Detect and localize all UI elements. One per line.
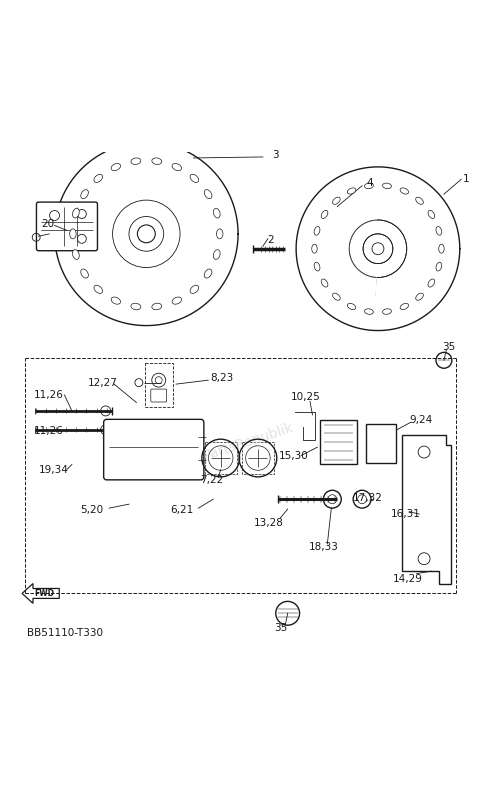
Ellipse shape (81, 269, 88, 278)
Text: 2: 2 (267, 235, 274, 246)
Ellipse shape (314, 262, 320, 271)
Text: 14,29: 14,29 (393, 574, 423, 583)
FancyBboxPatch shape (37, 202, 97, 250)
Text: 10,25: 10,25 (291, 391, 321, 402)
FancyBboxPatch shape (104, 419, 204, 480)
Ellipse shape (400, 188, 409, 194)
Ellipse shape (400, 303, 409, 310)
Ellipse shape (436, 262, 442, 271)
Ellipse shape (314, 226, 320, 235)
Ellipse shape (131, 303, 141, 310)
Ellipse shape (347, 188, 356, 194)
Polygon shape (331, 202, 376, 296)
Text: 15,30: 15,30 (279, 450, 309, 461)
Ellipse shape (94, 174, 103, 182)
Ellipse shape (321, 210, 328, 218)
Text: 18,33: 18,33 (309, 542, 338, 552)
Ellipse shape (436, 226, 442, 235)
Ellipse shape (347, 303, 356, 310)
Ellipse shape (152, 158, 162, 165)
Ellipse shape (438, 244, 444, 253)
Ellipse shape (382, 309, 391, 314)
Ellipse shape (416, 293, 424, 300)
Text: PartsRepublik: PartsRepublik (201, 421, 295, 463)
Ellipse shape (131, 158, 141, 165)
Ellipse shape (213, 250, 220, 259)
Ellipse shape (365, 309, 373, 314)
Ellipse shape (204, 190, 212, 198)
Text: 1: 1 (463, 174, 470, 184)
FancyBboxPatch shape (320, 420, 357, 465)
Ellipse shape (204, 269, 212, 278)
Ellipse shape (213, 208, 220, 218)
Text: 11,26: 11,26 (34, 426, 63, 436)
FancyBboxPatch shape (205, 442, 237, 474)
Ellipse shape (416, 197, 424, 204)
Ellipse shape (81, 190, 88, 198)
Text: 35: 35 (442, 342, 455, 352)
Text: 8,23: 8,23 (210, 373, 233, 383)
Text: 3: 3 (272, 150, 279, 161)
Ellipse shape (311, 244, 317, 253)
Ellipse shape (382, 183, 391, 189)
Text: 5,20: 5,20 (80, 505, 103, 515)
Text: 16,31: 16,31 (391, 509, 421, 519)
Ellipse shape (321, 279, 328, 287)
Ellipse shape (94, 286, 103, 294)
Text: 11,26: 11,26 (34, 390, 63, 400)
Ellipse shape (190, 286, 199, 294)
Text: 17,32: 17,32 (353, 493, 383, 502)
Text: FWD: FWD (35, 589, 55, 598)
Ellipse shape (332, 293, 340, 300)
Ellipse shape (428, 210, 434, 218)
Text: 35: 35 (275, 623, 288, 633)
FancyBboxPatch shape (151, 389, 167, 402)
Ellipse shape (190, 174, 199, 182)
Text: 9,24: 9,24 (409, 415, 432, 425)
Text: BB51110-T330: BB51110-T330 (27, 628, 103, 638)
Ellipse shape (69, 229, 76, 239)
Text: 20: 20 (42, 219, 55, 229)
Ellipse shape (111, 297, 121, 304)
Ellipse shape (428, 279, 434, 287)
FancyBboxPatch shape (145, 362, 173, 407)
Ellipse shape (111, 163, 121, 170)
Text: 19,34: 19,34 (39, 466, 68, 475)
Text: 7,22: 7,22 (200, 475, 223, 486)
Ellipse shape (172, 297, 182, 304)
Text: 12,27: 12,27 (88, 378, 118, 388)
Ellipse shape (332, 197, 340, 204)
Ellipse shape (172, 163, 182, 170)
Text: 6,21: 6,21 (171, 505, 193, 515)
Ellipse shape (365, 183, 373, 189)
Ellipse shape (152, 303, 162, 310)
Ellipse shape (216, 229, 223, 239)
Ellipse shape (72, 208, 79, 218)
FancyBboxPatch shape (242, 442, 274, 474)
Text: 13,28: 13,28 (254, 518, 284, 528)
FancyBboxPatch shape (366, 424, 396, 463)
Ellipse shape (72, 250, 79, 259)
Text: 4: 4 (366, 178, 373, 188)
